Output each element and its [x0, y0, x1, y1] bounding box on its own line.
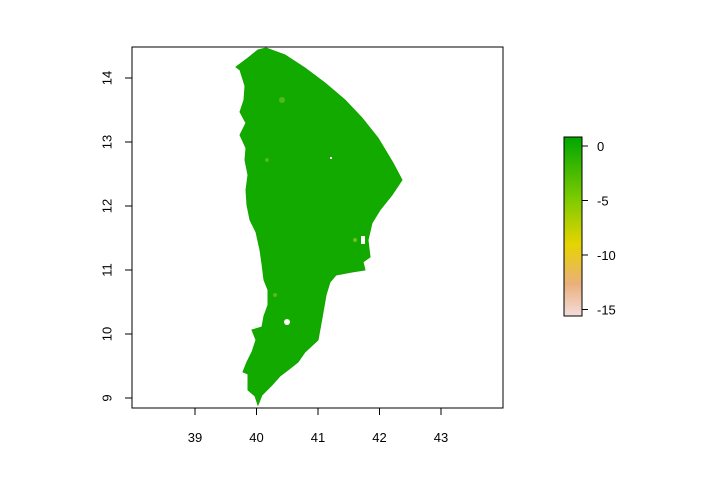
- y-tick-label: 11: [99, 263, 114, 277]
- map-hole: [361, 236, 365, 244]
- legend-tick-label: -5: [597, 194, 609, 209]
- legend-colorbar: [563, 136, 583, 317]
- x-tick-label: 41: [311, 430, 325, 445]
- map-hole: [330, 157, 332, 159]
- legend-tick-label: 0: [597, 139, 604, 154]
- y-tick-label: 13: [99, 135, 114, 149]
- map-speckle: [265, 158, 269, 162]
- map-speckle: [353, 238, 357, 242]
- y-tick-label: 12: [99, 199, 114, 213]
- y-tick-label: 14: [99, 71, 114, 85]
- legend-tick-label: -15: [597, 303, 616, 318]
- x-tick-label: 39: [188, 430, 202, 445]
- legend-tick-label: -10: [597, 248, 616, 263]
- land-region: [235, 47, 403, 407]
- x-tick-label: 40: [249, 430, 263, 445]
- map-speckle: [273, 293, 277, 297]
- map-speckle: [279, 97, 285, 103]
- x-tick-label: 43: [434, 430, 448, 445]
- y-tick-label: 9: [99, 394, 114, 401]
- y-tick-label: 10: [99, 327, 114, 341]
- x-tick-label: 42: [372, 430, 386, 445]
- map-hole: [284, 319, 290, 325]
